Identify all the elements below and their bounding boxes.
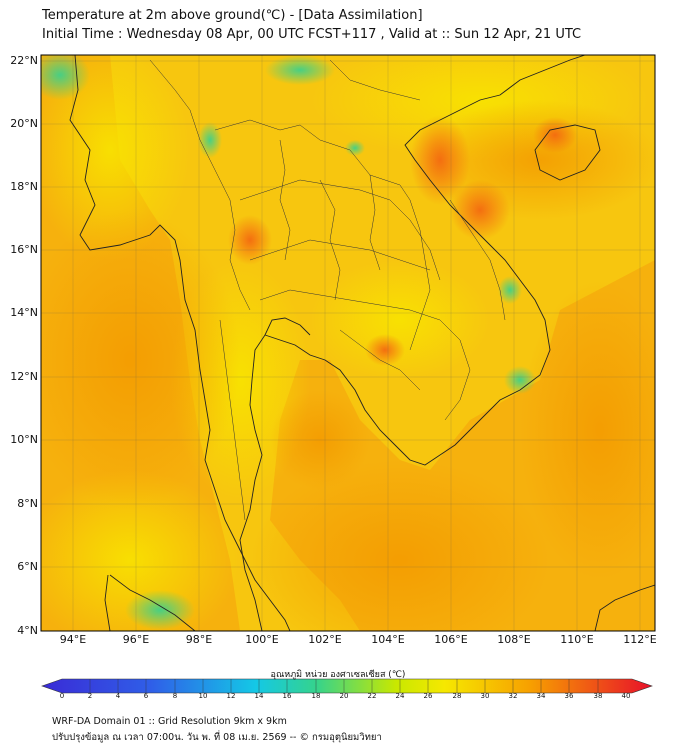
colorbar-tick: 30 — [480, 692, 490, 700]
lon-label: 104°E — [371, 633, 405, 646]
colorbar-tick: 12 — [226, 692, 236, 700]
lon-label: 102°E — [308, 633, 342, 646]
colorbar-tick: 18 — [311, 692, 321, 700]
colorbar-tick: 36 — [564, 692, 574, 700]
map-title: Temperature at 2m above ground(℃) - [Dat… — [42, 8, 423, 23]
temperature-field — [41, 55, 655, 631]
lon-label: 94°E — [59, 633, 87, 646]
colorbar-tick: 20 — [339, 692, 349, 700]
colorbar-tick: 14 — [254, 692, 264, 700]
colorbar-tick: 32 — [508, 692, 518, 700]
lat-label: 8°N — [17, 497, 38, 510]
colorbar-tick: 24 — [395, 692, 405, 700]
colorbar-tick: 6 — [143, 692, 149, 700]
lat-label: 20°N — [10, 117, 38, 130]
colorbar-title: อุณหภูมิ หน่วย องศาเซลเซียส (℃) — [270, 670, 406, 680]
lon-label: 100°E — [245, 633, 279, 646]
lat-label: 22°N — [10, 54, 38, 67]
lat-label: 16°N — [10, 243, 38, 256]
colorbar-tick: 22 — [367, 692, 377, 700]
footer-domain-info: WRF-DA Domain 01 :: Grid Resolution 9km … — [52, 716, 287, 727]
lon-label: 96°E — [122, 633, 150, 646]
colorbar-tick: 26 — [423, 692, 433, 700]
colorbar-tick: 0 — [59, 692, 65, 700]
lat-label: 6°N — [17, 560, 38, 573]
footer-update-info: ปรับปรุงข้อมูล ณ เวลา 07:00น. วัน พ. ที่… — [52, 732, 382, 743]
lon-label: 106°E — [434, 633, 468, 646]
colorbar — [41, 678, 653, 694]
lat-label: 12°N — [10, 370, 38, 383]
colorbar-tick: 10 — [198, 692, 208, 700]
lat-label: 14°N — [10, 306, 38, 319]
lon-label: 98°E — [185, 633, 213, 646]
admin-borders — [149, 59, 506, 521]
colorbar-tick: 38 — [593, 692, 603, 700]
colorbar-tick: 8 — [172, 692, 178, 700]
lon-label: 110°E — [560, 633, 594, 646]
colorbar-tick: 16 — [282, 692, 292, 700]
lat-label: 18°N — [10, 180, 38, 193]
lon-label: 108°E — [497, 633, 531, 646]
colorbar-tick: 34 — [536, 692, 546, 700]
colorbar-tick: 2 — [87, 692, 93, 700]
lat-label: 4°N — [17, 624, 38, 637]
colorbar-tick: 40 — [621, 692, 631, 700]
coastlines — [69, 55, 655, 631]
graticule — [41, 55, 655, 631]
colorbar-tick: 28 — [452, 692, 462, 700]
lat-label: 10°N — [10, 433, 38, 446]
colorbar-tick: 4 — [115, 692, 121, 700]
lon-label: 112°E — [623, 633, 657, 646]
map-subtitle: Initial Time : Wednesday 08 Apr, 00 UTC … — [42, 27, 582, 42]
map-frame — [40, 54, 656, 632]
